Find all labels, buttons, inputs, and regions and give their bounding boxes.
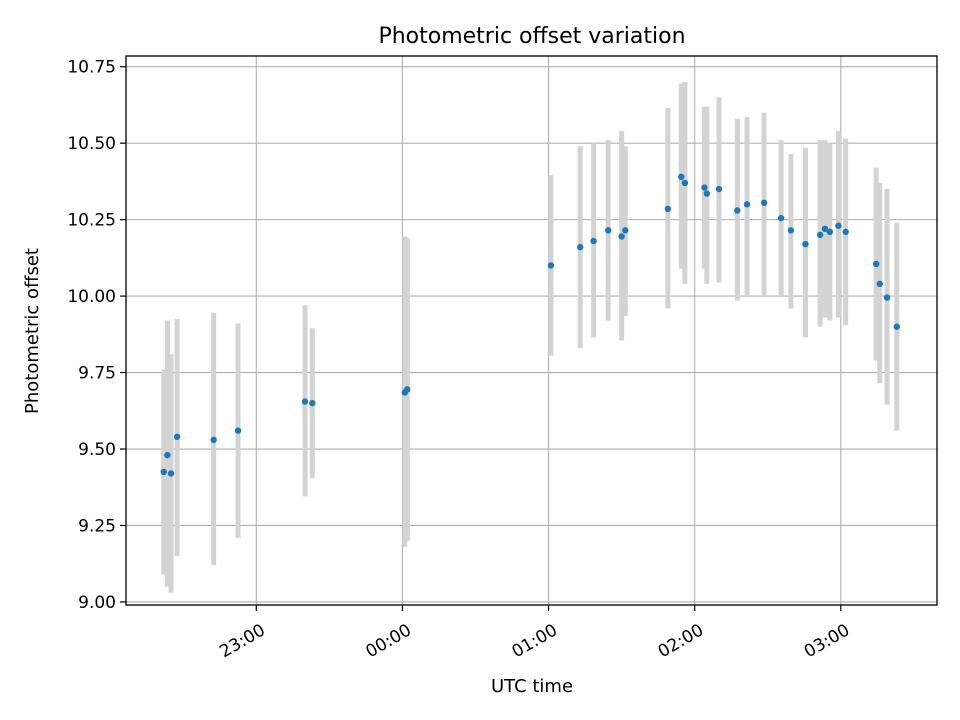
data-point	[701, 184, 708, 191]
data-point	[173, 433, 181, 440]
y-axis: 9.00 9.25 9.50 9.75 10.00 10.25 10.50 10.75	[67, 58, 126, 613]
data-point	[605, 227, 612, 234]
data-point	[835, 222, 842, 229]
y-axis-label: Photometric offset	[22, 248, 43, 414]
y-tick-label: 10.25	[67, 211, 116, 231]
data-point	[164, 451, 171, 459]
data-point	[703, 190, 711, 197]
y-tick-label: 10.75	[67, 58, 116, 78]
data-point	[167, 470, 175, 477]
data-point	[876, 280, 883, 288]
gridlines	[126, 56, 937, 605]
data-point	[743, 201, 751, 208]
data-point	[681, 179, 689, 187]
data-point	[872, 260, 880, 268]
data-point	[678, 173, 685, 181]
data-point	[734, 207, 741, 214]
data-point	[816, 231, 824, 239]
y-tick-label: 10.00	[67, 287, 116, 307]
y-tick-label: 9.75	[78, 364, 116, 384]
y-tick-label: 10.50	[67, 134, 116, 154]
y-tick-label: 9.00	[78, 593, 116, 613]
data-point	[821, 225, 829, 233]
data-point	[160, 468, 167, 476]
data-point	[777, 214, 785, 222]
data-point	[404, 386, 411, 393]
data-point	[309, 399, 316, 407]
y-tick-label: 9.25	[78, 516, 116, 536]
data-point	[760, 199, 768, 207]
data-point	[826, 228, 834, 236]
data-point	[210, 436, 217, 444]
data-point	[547, 262, 555, 269]
y-tick-label: 9.50	[78, 440, 116, 460]
data-point	[618, 233, 625, 240]
data-point	[893, 323, 901, 330]
plot-frame	[125, 55, 938, 606]
data-point	[590, 237, 597, 245]
data-point	[787, 227, 795, 234]
data-point	[234, 427, 242, 434]
data-point	[802, 240, 809, 248]
data-point	[301, 398, 309, 405]
data-point	[622, 227, 629, 234]
data-point	[577, 243, 584, 251]
data-point	[842, 228, 849, 236]
data-point	[883, 294, 891, 301]
data-points	[160, 173, 901, 477]
chart-title: Photometric offset variation	[378, 24, 685, 49]
x-axis-label: UTC time	[491, 676, 573, 697]
data-point	[715, 185, 723, 193]
data-point	[664, 205, 672, 213]
